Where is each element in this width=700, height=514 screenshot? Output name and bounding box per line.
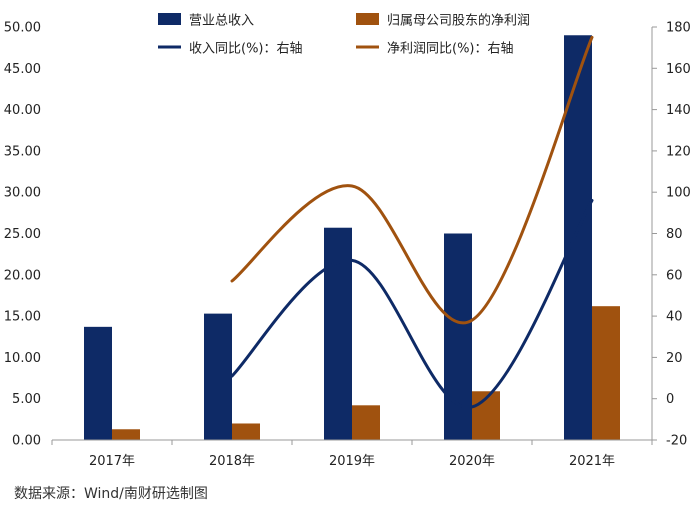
legend-swatch xyxy=(356,13,379,25)
legend-label: 净利润同比(%)：右轴 xyxy=(387,42,514,57)
legend-swatch xyxy=(158,13,181,25)
left-tick-label: 0.00 xyxy=(12,434,41,449)
x-tick-label: 2020年 xyxy=(449,454,495,469)
right-tick-label: -20 xyxy=(666,434,687,449)
right-tick-label: 120 xyxy=(666,144,691,159)
source-note: 数据来源：Wind/南财研选制图 xyxy=(14,486,208,502)
right-tick-label: 180 xyxy=(666,21,691,36)
net-profit-bar xyxy=(232,423,260,440)
net-profit-bar xyxy=(592,306,620,440)
x-tick-label: 2018年 xyxy=(209,454,255,469)
left-axis: 0.00 5.00 10.00 15.00 20.00 25.00 30.00 35.00 40… xyxy=(4,21,41,449)
left-tick-label: 15.00 xyxy=(4,310,41,325)
left-tick-label: 50.00 xyxy=(4,21,41,36)
net-profit-bar xyxy=(112,429,140,440)
legend-label: 收入同比(%)：右轴 xyxy=(189,42,303,57)
left-tick-label: 45.00 xyxy=(4,62,41,77)
legend-label: 营业总收入 xyxy=(189,14,254,29)
right-tick-label: 0 xyxy=(666,392,674,407)
x-tick-label: 2017年 xyxy=(89,454,135,469)
left-tick-label: 10.00 xyxy=(4,351,41,366)
revenue-bar xyxy=(84,326,112,440)
left-tick-label: 35.00 xyxy=(4,144,41,159)
right-tick-label: 100 xyxy=(666,186,691,201)
left-tick-label: 30.00 xyxy=(4,186,41,201)
left-tick-label: 25.00 xyxy=(4,227,41,242)
x-axis: 2017年 2018年 2019年 2020年 2021年 xyxy=(51,440,653,469)
x-tick-label: 2019年 xyxy=(329,454,375,469)
right-tick-label: 60 xyxy=(666,268,683,283)
legend-label: 归属母公司股东的净利润 xyxy=(387,13,530,29)
bar-series xyxy=(84,35,620,440)
revenue-yoy-line xyxy=(230,198,594,409)
right-tick-label: 80 xyxy=(666,227,683,242)
right-axis: -20 0 20 40 60 80 100 120 140 160 180 xyxy=(651,21,691,449)
net-profit-yoy-line xyxy=(230,35,594,325)
net-profit-bar xyxy=(352,405,380,440)
right-tick-label: 20 xyxy=(666,351,683,366)
left-tick-label: 5.00 xyxy=(12,392,41,407)
revenue-bar xyxy=(444,233,472,440)
right-tick-label: 160 xyxy=(666,62,691,77)
right-tick-label: 40 xyxy=(666,310,683,325)
revenue-bar xyxy=(564,35,592,440)
left-tick-label: 20.00 xyxy=(4,268,41,283)
x-tick-label: 2021年 xyxy=(569,454,615,469)
right-tick-label: 140 xyxy=(666,103,691,118)
left-tick-label: 40.00 xyxy=(4,103,41,118)
line-series xyxy=(230,35,594,409)
revenue-bar xyxy=(204,313,232,440)
